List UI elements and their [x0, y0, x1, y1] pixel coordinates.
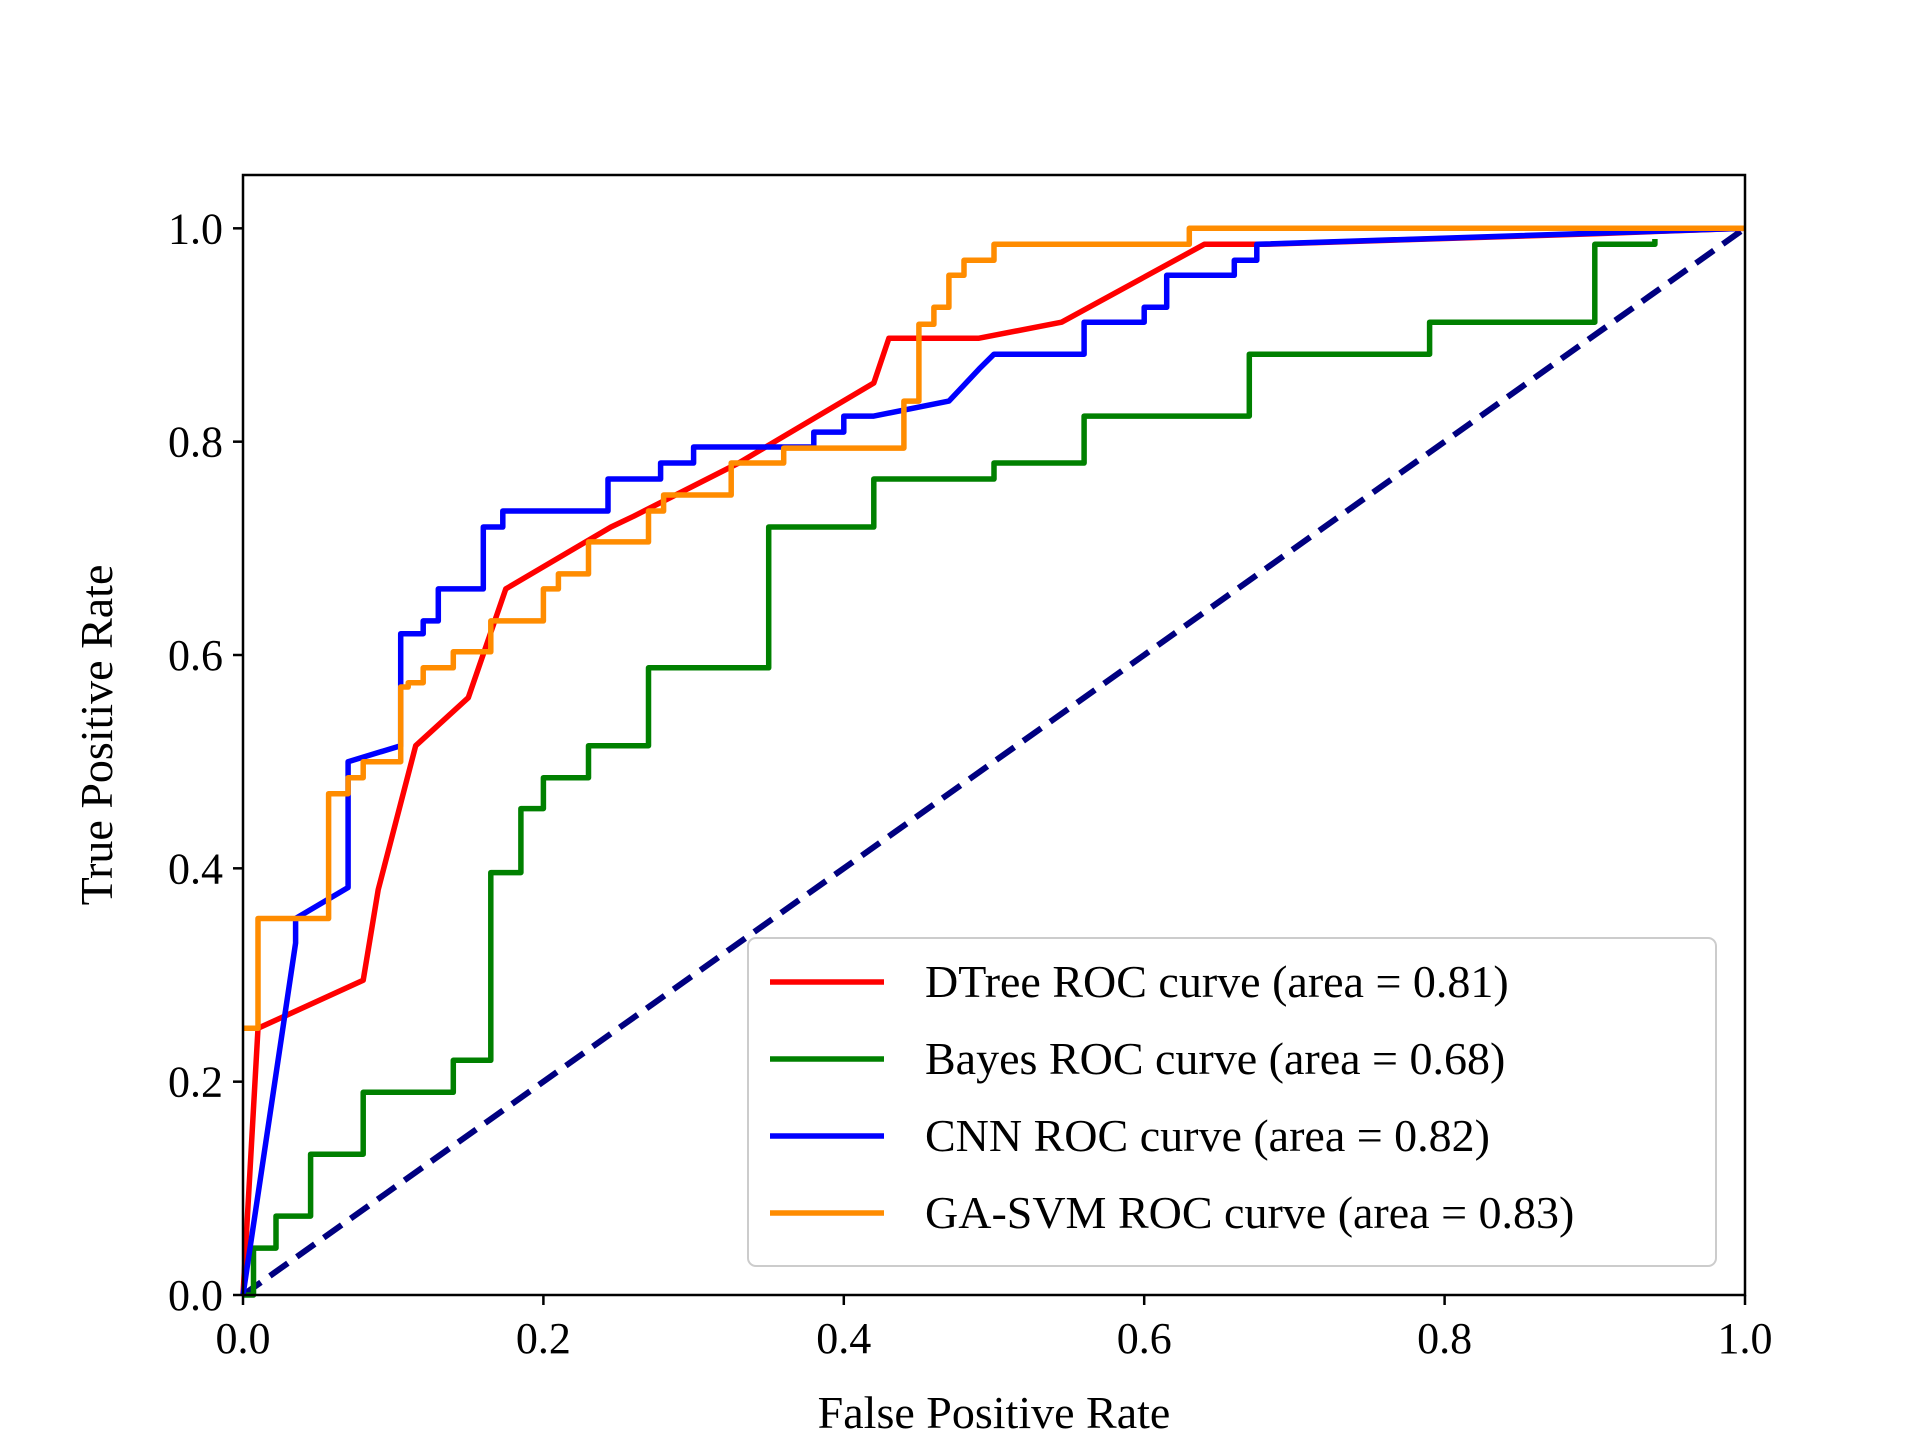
legend-box — [747, 937, 1717, 1267]
y-tick-label-2: 0.4 — [168, 844, 223, 893]
series-line-0 — [240, 225, 1746, 1296]
y-axis-label: True Positive Rate — [71, 565, 122, 906]
x-tick-label-5: 1.0 — [1718, 1314, 1773, 1363]
plot-lines — [240, 225, 1747, 1298]
series-line-1 — [243, 239, 1658, 1298]
legend-label-3: GA-SVM ROC curve (area = 0.83) — [925, 1187, 1574, 1238]
legend-label-1: Bayes ROC curve (area = 0.68) — [925, 1033, 1505, 1084]
y-tick-label-3: 0.6 — [168, 631, 223, 680]
x-tick-label-4: 0.8 — [1417, 1314, 1472, 1363]
y-tick-label-1: 0.2 — [168, 1058, 223, 1107]
y-tick-label-5: 1.0 — [168, 204, 223, 253]
series-line-4 — [241, 225, 1747, 1298]
x-axis-label: False Positive Rate — [818, 1387, 1171, 1438]
y-tick-label-4: 0.8 — [168, 418, 223, 467]
legend-entries: DTree ROC curve (area = 0.81) Bayes ROC c… — [770, 956, 1574, 1238]
y-axis-ticks: 0.0 0.2 0.4 0.6 0.8 1.0 — [168, 204, 243, 1320]
series-line-3 — [243, 225, 1745, 1032]
x-tick-label-2: 0.4 — [816, 1314, 871, 1363]
y-tick-label-0: 0.0 — [168, 1271, 223, 1320]
x-axis-ticks: 0.0 0.2 0.4 0.6 0.8 1.0 — [216, 1295, 1773, 1363]
legend: DTree ROC curve (area = 0.81) Bayes ROC c… — [747, 937, 1717, 1267]
x-tick-label-3: 0.6 — [1117, 1314, 1172, 1363]
legend-label-0: DTree ROC curve (area = 0.81) — [925, 956, 1509, 1007]
axes-frame — [241, 173, 1747, 1297]
series-line-2 — [240, 225, 1746, 1296]
x-tick-label-1: 0.2 — [516, 1314, 571, 1363]
legend-label-2: CNN ROC curve (area = 0.82) — [925, 1110, 1490, 1161]
x-tick-label-0: 0.0 — [216, 1314, 271, 1363]
